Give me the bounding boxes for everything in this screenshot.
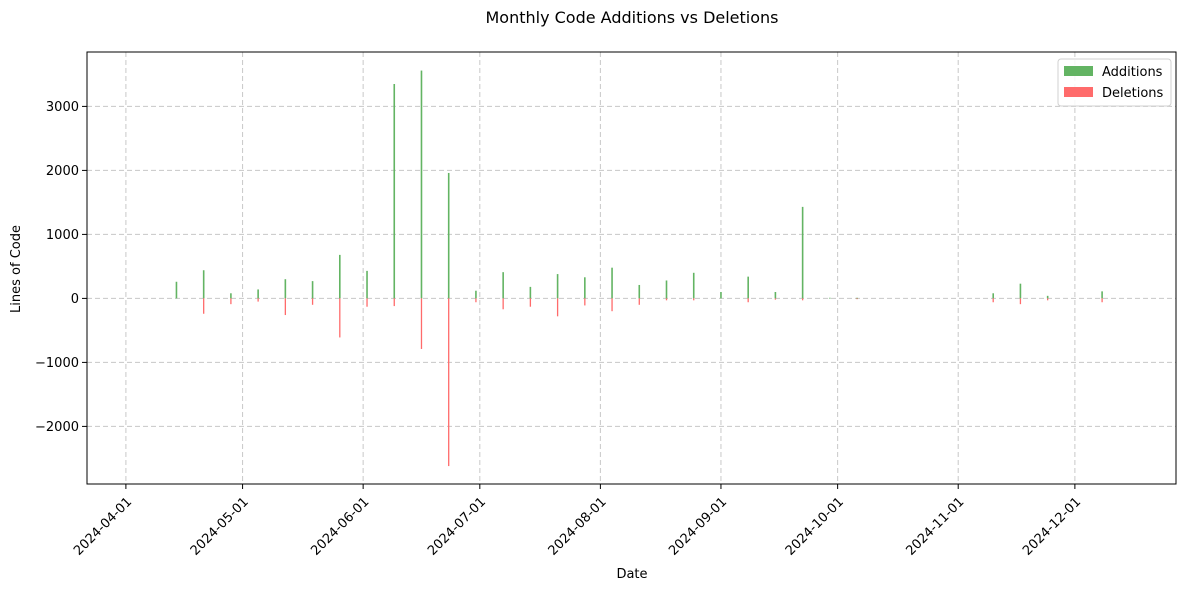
x-tick-label: 2024-08-01 bbox=[546, 495, 610, 559]
deletions-bar bbox=[203, 298, 205, 314]
deletions-bar bbox=[584, 298, 586, 306]
additions-bar bbox=[774, 292, 777, 299]
deletions-bar bbox=[311, 298, 314, 305]
additions-bar bbox=[175, 281, 178, 299]
bars bbox=[175, 70, 1103, 467]
deletions-bar bbox=[747, 298, 749, 303]
additions-bar bbox=[992, 293, 995, 299]
additions-bar bbox=[692, 272, 695, 299]
plot-area bbox=[86, 51, 1177, 485]
y-tick-label: 0 bbox=[71, 292, 79, 307]
deletions-bar bbox=[693, 298, 695, 301]
deletions-bar bbox=[638, 298, 640, 305]
additions-bar bbox=[1101, 291, 1103, 299]
legend-swatch-additions bbox=[1064, 66, 1093, 76]
deletions-bar bbox=[230, 298, 232, 305]
deletions-bar bbox=[393, 298, 395, 307]
additions-bar bbox=[1019, 283, 1022, 299]
x-tick-label: 2024-05-01 bbox=[188, 495, 252, 559]
legend-swatch-deletions bbox=[1064, 87, 1093, 97]
additions-bar bbox=[202, 270, 205, 299]
additions-bar bbox=[339, 254, 341, 299]
axes: 2024-04-01 2024-05-01 2024-06-01 2024-07-01… bbox=[35, 100, 1084, 559]
x-tick-label: 2024-10-01 bbox=[783, 495, 847, 559]
additions-bar bbox=[257, 289, 259, 299]
y-tick-label: 2000 bbox=[46, 164, 79, 179]
additions-bar bbox=[720, 292, 722, 299]
deletions-bar bbox=[1047, 298, 1049, 301]
x-axis-label: Date bbox=[616, 567, 647, 582]
additions-bar bbox=[502, 272, 504, 299]
additions-bar bbox=[230, 293, 232, 299]
deletions-bar bbox=[475, 298, 477, 303]
y-axis-label: Lines of Code bbox=[9, 225, 24, 313]
additions-bar bbox=[311, 281, 314, 299]
deletions-bar bbox=[257, 298, 259, 302]
y-tick-label: −1000 bbox=[35, 356, 79, 371]
additions-bar bbox=[801, 206, 804, 299]
deletions-bar bbox=[1019, 298, 1022, 305]
deletions-bar bbox=[1101, 298, 1103, 303]
y-tick-label: 1000 bbox=[46, 228, 79, 243]
legend-label-additions: Additions bbox=[1102, 65, 1163, 80]
additions-bar bbox=[665, 280, 668, 299]
deletions-bar bbox=[556, 298, 559, 317]
additions-bar bbox=[638, 284, 641, 299]
legend-label-deletions: Deletions bbox=[1102, 86, 1164, 101]
additions-bar bbox=[366, 270, 368, 299]
additions-bar bbox=[284, 279, 287, 299]
deletions-bar bbox=[611, 298, 613, 312]
additions-bar bbox=[829, 297, 831, 299]
additions-bar bbox=[556, 274, 559, 299]
additions-bar bbox=[447, 172, 450, 299]
x-tick-label: 2024-07-01 bbox=[425, 495, 489, 559]
x-tick-label: 2024-04-01 bbox=[71, 495, 135, 559]
grid bbox=[87, 52, 1176, 484]
deletions-bar bbox=[284, 298, 287, 316]
deletions-bar bbox=[366, 298, 368, 307]
legend: Additions Deletions bbox=[1057, 58, 1172, 107]
y-tick-label: −2000 bbox=[35, 420, 79, 435]
additions-bar bbox=[747, 276, 749, 299]
deletions-bar bbox=[665, 298, 668, 301]
deletions-bar bbox=[801, 298, 804, 301]
additions-bar bbox=[611, 267, 613, 299]
additions-bar bbox=[475, 290, 477, 299]
additions-bar bbox=[529, 286, 532, 299]
deletions-bar bbox=[856, 298, 858, 300]
deletions-bar bbox=[529, 298, 532, 307]
additions-bar bbox=[856, 297, 858, 299]
additions-bar bbox=[584, 277, 586, 299]
additions-bar bbox=[1046, 295, 1049, 299]
deletions-bar bbox=[502, 298, 504, 310]
y-tick-label: 3000 bbox=[46, 100, 79, 115]
deletions-bar bbox=[339, 298, 341, 338]
deletions-bar bbox=[420, 298, 423, 349]
x-tick-label: 2024-09-01 bbox=[666, 495, 730, 559]
additions-bar bbox=[420, 70, 423, 299]
x-tick-label: 2024-12-01 bbox=[1020, 495, 1084, 559]
deletions-bar bbox=[774, 298, 777, 300]
x-tick-label: 2024-06-01 bbox=[308, 495, 372, 559]
deletions-bar bbox=[448, 298, 450, 467]
x-tick-label: 2024-11-01 bbox=[903, 495, 967, 559]
deletions-bar bbox=[992, 298, 994, 303]
additions-bar bbox=[393, 84, 396, 299]
chart-title: Monthly Code Additions vs Deletions bbox=[485, 8, 778, 27]
